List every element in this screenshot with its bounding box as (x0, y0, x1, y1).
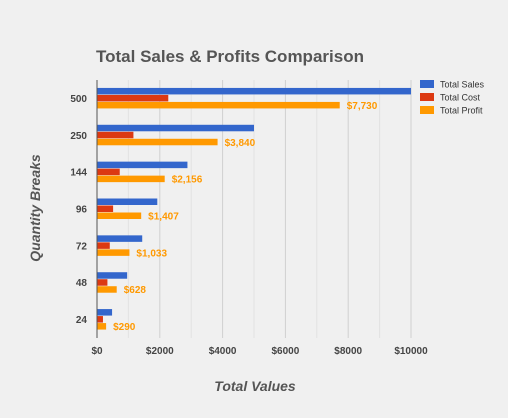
x-tick-label: $6000 (271, 346, 299, 357)
y-tick-labels: 500 250 144 96 72 48 24 (70, 94, 87, 326)
y-tick-label-144: 144 (70, 168, 87, 179)
data-label-profit-144: $2,156 (172, 175, 203, 186)
y-tick-label-500: 500 (70, 94, 87, 105)
x-tick-label: $2000 (146, 346, 174, 357)
bar-total-sales-24 (97, 309, 113, 316)
bar-total-profit-72 (97, 249, 130, 256)
y-axis-title: Quantity Breaks (27, 154, 43, 262)
y-tick-label-250: 250 (70, 131, 87, 142)
bar-total-profit-144 (97, 175, 165, 183)
data-labels: $7,730 $3,840 $2,156 $1,407 $1,033 $628 $290 (113, 101, 378, 333)
data-label-profit-96: $1,407 (148, 212, 179, 223)
chart-title: Total Sales & Profits Comparison (96, 47, 364, 66)
x-tick-label: $8000 (334, 346, 362, 357)
y-tick-label-96: 96 (76, 205, 88, 216)
bar-total-cost-24 (97, 316, 103, 323)
legend-swatch-total-profit (420, 106, 434, 114)
x-tick-labels: $0 $2000 $4000 $6000 $8000 $10000 (91, 346, 428, 357)
legend-swatch-total-sales (420, 80, 434, 88)
data-label-profit-72: $1,033 (136, 248, 167, 259)
x-tick-label: $0 (91, 346, 103, 357)
bar-total-sales-500 (97, 87, 411, 95)
x-axis-title: Total Values (214, 378, 296, 394)
bar-total-cost-96 (97, 205, 114, 212)
bar-total-sales-48 (97, 272, 128, 279)
bar-total-sales-72 (97, 235, 143, 242)
bars (97, 87, 411, 330)
bar-total-cost-72 (97, 242, 110, 249)
x-tick-label: $4000 (209, 346, 237, 357)
legend-label-total-profit: Total Profit (440, 106, 483, 116)
bar-total-cost-48 (97, 279, 108, 286)
y-tick-label-48: 48 (76, 278, 88, 289)
bar-total-cost-250 (97, 131, 134, 139)
bar-total-profit-250 (97, 138, 218, 146)
legend-label-total-sales: Total Sales (440, 80, 485, 90)
bar-total-profit-500 (97, 101, 340, 109)
legend-label-total-cost: Total Cost (440, 93, 481, 103)
bar-total-profit-48 (97, 286, 117, 293)
bar-total-profit-24 (97, 323, 107, 330)
bar-total-cost-144 (97, 168, 120, 176)
bar-total-sales-96 (97, 198, 158, 205)
grid (127, 80, 412, 338)
legend: Total Sales Total Cost Total Profit (420, 80, 485, 116)
bar-total-sales-250 (97, 124, 254, 132)
bar-total-profit-96 (97, 212, 142, 219)
y-tick-label-24: 24 (76, 315, 88, 326)
data-label-profit-48: $628 (124, 285, 147, 296)
bar-total-sales-144 (97, 161, 188, 169)
bar-total-cost-500 (97, 94, 169, 102)
legend-swatch-total-cost (420, 93, 434, 101)
x-tick-label: $10000 (394, 346, 428, 357)
y-tick-label-72: 72 (76, 241, 88, 252)
data-label-profit-250: $3,840 (225, 138, 256, 149)
data-label-profit-500: $7,730 (347, 101, 378, 112)
data-label-profit-24: $290 (113, 322, 136, 333)
